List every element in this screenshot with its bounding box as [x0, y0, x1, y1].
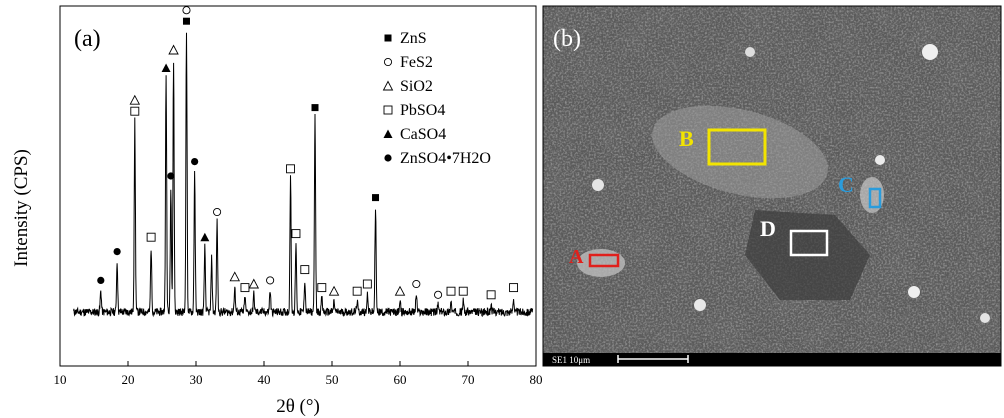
- particle-b: [652, 105, 828, 199]
- phase-marker-filled-triangle: [161, 63, 171, 72]
- x-tick-label: 70: [462, 372, 475, 387]
- legend-symbol-filled-square: [384, 34, 392, 42]
- phase-marker-filled-triangle: [200, 232, 210, 242]
- phase-marker-open-triangle: [248, 278, 260, 289]
- phase-markers: [97, 6, 519, 300]
- phase-marker-open-square: [317, 283, 327, 293]
- phase-marker-open-circle: [412, 279, 421, 289]
- phase-marker-open-circle: [213, 207, 222, 217]
- bright-grain: [745, 47, 755, 57]
- legend-symbol-filled-circle: [384, 154, 392, 162]
- scale-bar-text: SE1 10μm: [552, 355, 590, 365]
- legend-label: CaSO4: [400, 126, 446, 143]
- phase-marker-open-square: [362, 279, 372, 289]
- x-tick-label: 50: [326, 372, 339, 387]
- legend-symbol-open-triangle: [382, 80, 394, 91]
- phase-marker-open-circle: [434, 290, 443, 299]
- phase-marker-open-circle: [266, 276, 275, 285]
- phase-marker-filled-square: [182, 17, 190, 25]
- bright-grain: [908, 286, 920, 298]
- phase-marker-open-square: [240, 283, 250, 293]
- region-b-box: [707, 128, 767, 166]
- x-tick-label: 60: [394, 372, 407, 387]
- legend-symbol-open-circle: [383, 57, 393, 67]
- x-tick-label: 80: [530, 372, 543, 387]
- x-tick-label: 30: [190, 372, 203, 387]
- phase-marker-open-square: [291, 229, 301, 239]
- panel-label-b: (b): [553, 26, 581, 52]
- phase-marker-open-square: [458, 286, 468, 296]
- legend-label: SiO2: [400, 78, 433, 95]
- region-a-box: [588, 253, 620, 268]
- region-b-label: B: [679, 126, 694, 151]
- region-c-box: [868, 187, 882, 209]
- phase-marker-open-square: [286, 164, 295, 174]
- region-c-label: C: [838, 172, 854, 197]
- legend-label: PbSO4: [400, 102, 445, 119]
- phase-marker-open-triangle: [129, 94, 141, 105]
- x-tick-label: 20: [122, 372, 135, 387]
- legend-symbol-filled-triangle: [383, 129, 393, 138]
- x-tick-label: 40: [258, 372, 271, 387]
- phase-marker-open-triangle: [229, 271, 241, 282]
- y-axis-label: Intensity (CPS): [11, 149, 32, 267]
- phase-marker-filled-circle: [113, 248, 121, 256]
- phase-marker-open-square: [146, 232, 156, 242]
- bright-grain: [875, 155, 885, 165]
- x-axis: 10 20 30 40 50 60 70 80: [54, 361, 543, 387]
- micrograph-frame: [542, 5, 1002, 367]
- phase-marker-open-square: [300, 265, 310, 275]
- particle-c: [860, 177, 884, 213]
- bright-grain: [592, 179, 604, 191]
- legend: ZnS FeS2 SiO2 PbSO4 CaSO4 ZnSO4•7H2O: [382, 30, 491, 167]
- xrd-pattern-line: [73, 32, 534, 318]
- phase-marker-open-square: [486, 290, 496, 300]
- phase-marker-filled-square: [311, 104, 319, 112]
- legend-symbol-open-square: [383, 105, 393, 115]
- phase-marker-open-square: [509, 283, 519, 293]
- phase-marker-open-circle: [182, 6, 191, 15]
- x-tick-label: 10: [54, 372, 67, 387]
- phase-marker-filled-circle: [97, 276, 105, 284]
- scale-bar: [617, 355, 689, 363]
- x-axis-label: 2θ (°): [276, 396, 320, 417]
- bright-grain: [694, 299, 706, 311]
- region-a-label: A: [569, 246, 584, 268]
- xrd-chart: 10 20 30 40 50 60 70 80 (a) Intensity (CPS) 2θ …: [11, 5, 543, 417]
- sem-micrograph: (b) A B C D SE1 10μm: [543, 6, 1001, 366]
- legend-label: ZnSO4•7H2O: [400, 150, 491, 167]
- panel-label-a: (a): [74, 26, 101, 52]
- legend-label: ZnS: [400, 30, 427, 47]
- phase-marker-filled-square: [372, 194, 380, 202]
- plot-frame: [59, 5, 537, 367]
- phase-marker-open-square: [446, 286, 456, 296]
- phase-marker-open-triangle: [168, 44, 179, 55]
- bright-grain: [922, 44, 938, 60]
- phase-marker-filled-circle: [191, 158, 199, 166]
- info-bar: [543, 353, 1001, 366]
- phase-marker-filled-circle: [167, 172, 175, 180]
- phase-marker-open-triangle: [394, 285, 406, 296]
- region-d-box: [789, 229, 829, 257]
- legend-label: FeS2: [400, 54, 433, 71]
- phase-marker-open-triangle: [328, 285, 340, 296]
- bright-grain: [980, 313, 990, 323]
- phase-marker-open-square: [130, 106, 140, 116]
- region-d-label: D: [760, 216, 776, 241]
- phase-marker-open-square: [352, 286, 362, 296]
